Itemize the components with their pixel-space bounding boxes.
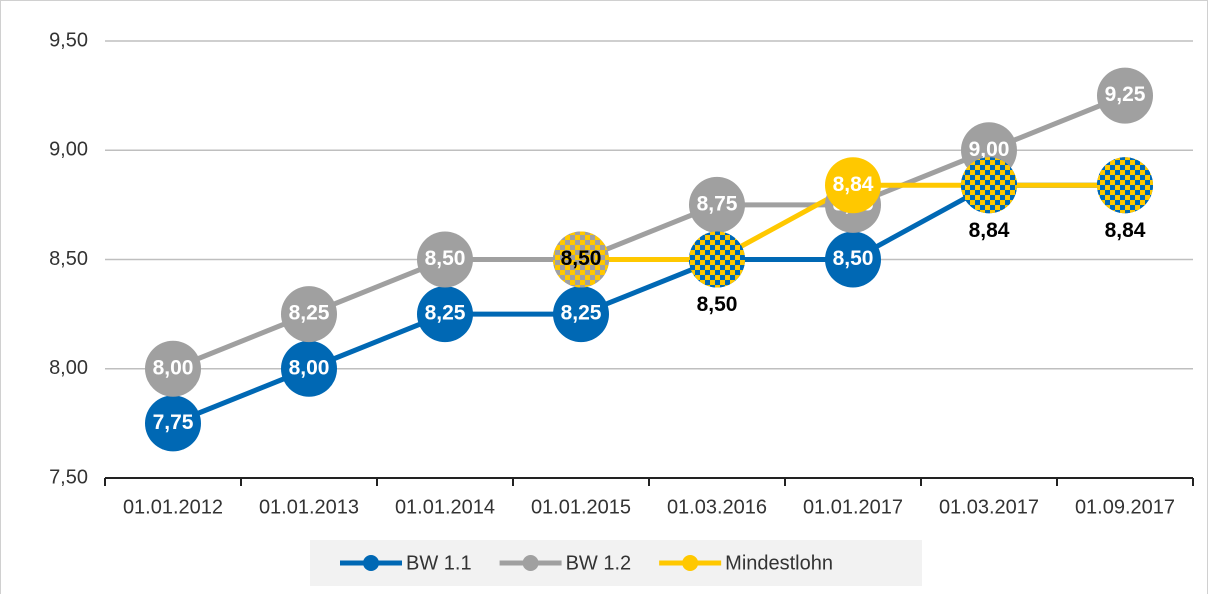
legend-label: BW 1.2: [566, 552, 632, 574]
x-tick-label: 01.01.2015: [531, 496, 631, 518]
data-point: [417, 231, 473, 288]
data-point: [417, 286, 473, 343]
x-tick-label: 01.03.2016: [667, 496, 767, 518]
data-label: 9,25: [1105, 83, 1146, 106]
data-label: 8,75: [697, 192, 738, 215]
data-label: 8,50: [833, 247, 874, 270]
data-point: [145, 395, 201, 452]
y-tick-label: 8,00: [49, 357, 88, 379]
data-point: [1097, 157, 1153, 214]
legend-marker: [363, 555, 379, 571]
x-tick-label: 01.01.2012: [123, 496, 223, 518]
data-point: [553, 286, 609, 343]
data-point: [281, 286, 337, 343]
data-point: [281, 340, 337, 397]
data-point: [825, 157, 881, 214]
data-point: [689, 231, 745, 288]
data-point: [961, 157, 1017, 214]
x-tick-label: 01.01.2017: [803, 496, 903, 518]
x-tick-label: 01.01.2014: [395, 496, 495, 518]
data-label: 8,00: [289, 356, 330, 379]
legend-marker: [522, 555, 539, 571]
data-label: 9,00: [969, 138, 1010, 161]
x-tick-label: 01.09.2017: [1075, 496, 1175, 518]
data-label: 8,25: [289, 302, 330, 325]
x-tick-label: 01.01.2013: [259, 496, 359, 518]
data-label: 8,00: [153, 356, 194, 379]
y-tick-label: 9,00: [49, 139, 88, 161]
data-point: [689, 176, 745, 233]
data-point: [825, 231, 881, 288]
data-label: 8,84: [1105, 219, 1146, 242]
data-point: [145, 340, 201, 397]
data-label: 8,84: [969, 219, 1010, 242]
y-tick-label: 8,50: [49, 248, 88, 270]
data-label: 8,84: [833, 173, 874, 196]
data-label: 8,25: [561, 302, 602, 325]
data-label: 7,75: [153, 411, 194, 434]
data-label: 8,50: [561, 247, 602, 270]
legend-marker: [682, 555, 699, 571]
x-tick-label: 01.03.2017: [939, 496, 1039, 518]
data-label: 8,25: [425, 302, 466, 325]
data-label: 8,50: [425, 247, 466, 270]
legend-box: [310, 540, 922, 586]
legend-label: Mindestlohn: [725, 552, 833, 574]
legend-label: BW 1.1: [406, 552, 472, 574]
y-tick-label: 9,50: [49, 29, 88, 51]
data-point: [1097, 67, 1153, 124]
y-tick-label: 7,50: [49, 466, 88, 488]
data-label: 8,50: [697, 293, 738, 316]
data-point: [553, 231, 609, 288]
